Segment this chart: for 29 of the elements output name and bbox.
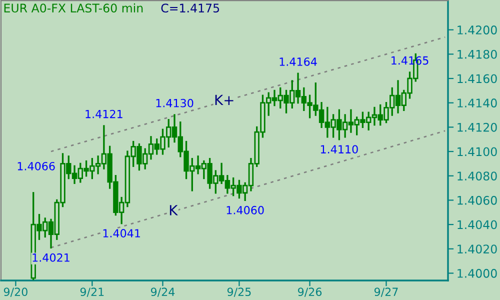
x-tick-label: 9/20	[4, 288, 28, 297]
series-label: K+	[215, 94, 234, 105]
annotation: 1.4110	[320, 145, 358, 154]
y-tick-label: 1.4140	[458, 98, 497, 108]
y-tick-label: 1.4060	[458, 196, 497, 205]
x-tick-label: 9/25	[227, 288, 251, 297]
y-tick-label: 1.4200	[458, 26, 497, 34]
y-tick-label: 1.4120	[458, 122, 497, 132]
y-tick-label: 1.4180	[458, 50, 497, 59]
y-tick-label: 1.4000	[458, 268, 497, 278]
x-tick-label: 9/27	[374, 288, 398, 297]
annotation: 1.4164	[280, 58, 317, 66]
y-tick-label: 1.4040	[458, 220, 497, 230]
annotation: 1.4041	[103, 229, 140, 238]
annotation: 1.4130	[156, 98, 194, 108]
y-tick-label: 1.4080	[458, 172, 497, 180]
annotation: 1.4021	[32, 253, 70, 262]
y-tick-label: 1.4100	[458, 147, 497, 156]
chart-title: EUR A0-FX LAST-60 min	[4, 3, 143, 13]
y-tick-label: 1.4160	[458, 74, 497, 84]
series-label: K	[170, 205, 178, 216]
x-tick-label: 9/21	[80, 288, 104, 297]
chart-subtitle: C=1.4175	[161, 4, 220, 13]
annotation: 1.4066	[18, 162, 55, 170]
annotation: 1.4060	[226, 206, 264, 214]
x-tick-label: 9/24	[150, 288, 175, 297]
annotation: 1.4121	[86, 110, 122, 118]
y-tick-label: 1.4020	[458, 244, 497, 254]
x-tick-label: 9/26	[298, 288, 322, 297]
